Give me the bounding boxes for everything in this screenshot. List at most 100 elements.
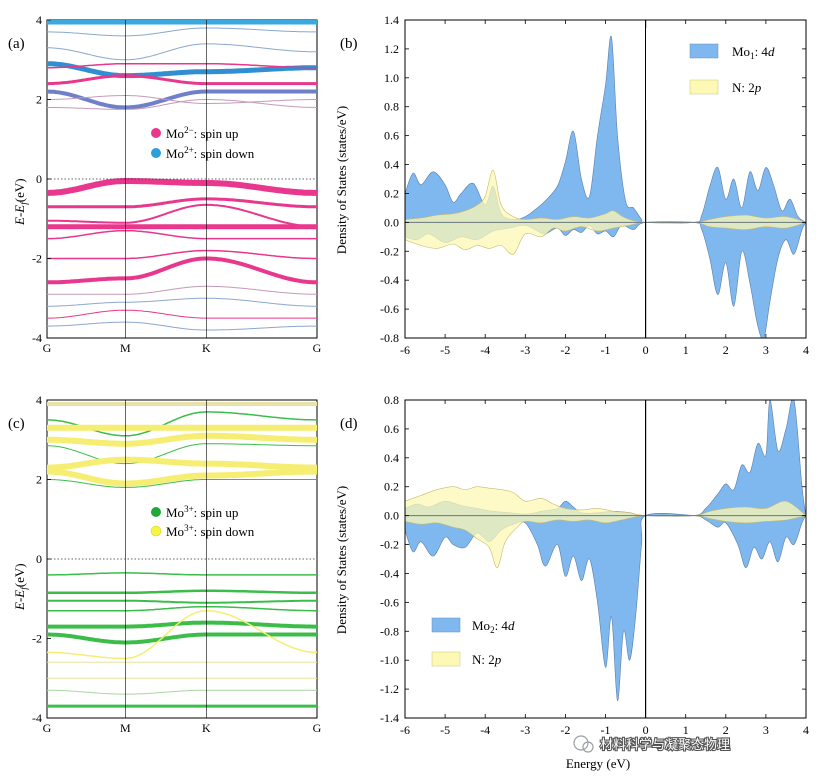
xtick-label: 3 <box>763 343 769 357</box>
dos-area-n-down <box>405 514 806 569</box>
ytick-label: 0.2 <box>384 186 399 200</box>
ytick-label: -2 <box>32 252 42 266</box>
ytick-label: -1.4 <box>380 711 399 725</box>
legend-marker-spin-up <box>151 128 161 138</box>
panel-d-ylabel: Density of States (states/eV) <box>334 486 349 634</box>
kpoint-label-K: K <box>202 341 211 355</box>
band-line <box>47 689 317 695</box>
panel-a-label: (a) <box>8 36 25 52</box>
ytick-label: -0.6 <box>380 595 399 609</box>
kpoint-label-G: G <box>43 341 52 355</box>
ytick-label: -0.2 <box>380 538 399 552</box>
panel-b-label: (b) <box>340 36 358 52</box>
kpoint-label-G: G <box>313 721 322 735</box>
legend-swatch-n <box>689 79 719 95</box>
ytick-label: -0.8 <box>380 331 399 345</box>
watermark-text: 材料科学与凝聚态物理 <box>600 737 730 753</box>
ytick-label: -4 <box>32 331 42 345</box>
band-line <box>47 178 317 196</box>
panel-c-label: (c) <box>8 416 25 432</box>
ytick-label: -0.8 <box>380 624 399 638</box>
xtick-label: -6 <box>400 343 410 357</box>
kpoint-label-G: G <box>313 341 322 355</box>
xtick-label: 3 <box>763 723 769 737</box>
xtick-label: 2 <box>723 723 729 737</box>
ytick-label: 0.4 <box>384 158 399 172</box>
ytick-label: 1.2 <box>384 42 399 56</box>
ytick-label: 0.8 <box>384 100 399 114</box>
band-line <box>47 479 317 488</box>
xtick-label: 4 <box>803 343 809 357</box>
xtick-label: -5 <box>440 723 450 737</box>
xtick-label: -1 <box>601 343 611 357</box>
xtick-label: 0 <box>643 723 649 737</box>
xtick-label: -2 <box>560 343 570 357</box>
band-line <box>47 589 317 595</box>
kpoint-label-G: G <box>43 721 52 735</box>
xtick-label: 2 <box>723 343 729 357</box>
panel-c-legend: Mo3+: spin up Mo3+: spin down <box>150 504 255 539</box>
panel-c-kpoint-lines <box>125 400 207 718</box>
legend-marker-spin-down <box>150 525 162 537</box>
ytick-label: -0.4 <box>380 566 399 580</box>
legend-swatch-n <box>431 651 461 667</box>
band-line <box>47 62 317 69</box>
ytick-label: -0.6 <box>380 302 399 316</box>
dos-area-mo2-down <box>405 513 806 702</box>
panel-b-dos-areas <box>405 20 806 338</box>
legend-entry-b-0: Mo1: 4d <box>732 44 775 61</box>
legend-entry-d-1: N: 2p <box>472 652 502 667</box>
xtick-label: -4 <box>480 723 490 737</box>
band-line <box>47 605 317 612</box>
band-line <box>47 443 317 465</box>
panel-b-legend: Mo1: 4d N: 2p <box>646 28 796 120</box>
ytick-label: -0.4 <box>380 273 399 287</box>
legend-entry-c-1: Mo3+: spin down <box>166 523 255 539</box>
kpoint-label-M: M <box>120 721 131 735</box>
ytick-label: -1.2 <box>380 682 399 696</box>
xtick-label: -6 <box>400 723 410 737</box>
band-line <box>47 609 317 660</box>
band-line <box>47 249 317 260</box>
ytick-label: 0.6 <box>384 129 399 143</box>
dos-area-n-up <box>405 169 806 224</box>
xtick-label: -4 <box>480 343 490 357</box>
xtick-label: 4 <box>803 723 809 737</box>
panel-a-kpoint-lines <box>125 20 207 338</box>
legend-swatch-mo2 <box>431 617 461 633</box>
legend-marker-spin-up <box>151 507 161 517</box>
panel-d-y-ticks: 0.8 0.6 0.4 0.2 0.0 -0.2 -0.4 -0.6 -0.8 -1.0 -1.2 -… <box>380 393 806 725</box>
xtick-label: -3 <box>520 343 530 357</box>
ytick-label: 0.6 <box>384 422 399 436</box>
band-line <box>47 229 317 240</box>
xtick-label: -2 <box>560 723 570 737</box>
band-line <box>47 43 317 61</box>
panel-a-bands <box>47 20 317 331</box>
panel-d-xlabel: Energy (eV) <box>566 756 630 771</box>
xtick-label: -3 <box>520 723 530 737</box>
ytick-label: -0.2 <box>380 244 399 258</box>
panel-b-ylabel: Density of States (states/eV) <box>334 106 349 254</box>
band-line <box>47 256 317 285</box>
ytick-label: -1.0 <box>380 653 399 667</box>
legend-entry-d-0: Mo2: 4d <box>472 618 515 635</box>
ytick-label: 0.0 <box>384 215 399 229</box>
band-line <box>47 432 317 447</box>
legend-entry-a-0: Mo2−: spin up <box>166 125 238 141</box>
ytick-label: 4 <box>36 13 42 27</box>
panel-a-legend: Mo2−: spin up Mo2+: spin down <box>151 125 255 161</box>
kpoint-label-K: K <box>202 721 211 735</box>
ytick-label: 0 <box>36 172 42 186</box>
panel-c-ylabel: E-Ef(eV) <box>12 563 29 611</box>
legend-entry-c-0: Mo3+: spin up <box>166 504 238 520</box>
legend-entry-a-1: Mo2+: spin down <box>166 145 255 161</box>
kpoint-label-M: M <box>120 341 131 355</box>
band-line <box>47 285 317 295</box>
xtick-label: 0 <box>643 343 649 357</box>
ytick-label: 0 <box>36 552 42 566</box>
xtick-label: 1 <box>683 723 689 737</box>
panel-c-y-ticks: 4 2 0 -2 -4 <box>32 393 51 725</box>
